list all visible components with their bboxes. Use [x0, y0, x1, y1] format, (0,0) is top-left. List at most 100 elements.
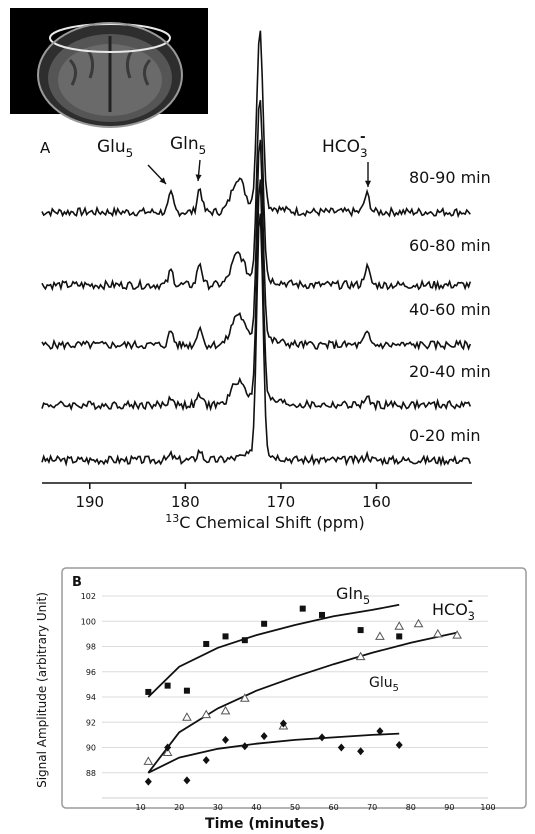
- data-point-triangle: [432, 628, 443, 638]
- y-tick-label: 94: [86, 693, 96, 702]
- y-tick-label: 102: [81, 592, 96, 601]
- data-point-triangle: [394, 621, 405, 630]
- spectrum-time-label: 0-20 min: [409, 426, 481, 445]
- peak-label-text: Glu: [97, 137, 126, 157]
- series-labels: Gln5 HCO3-Glu5: [336, 584, 475, 694]
- fit-curve: [147, 732, 400, 774]
- x-tick-label: 40: [251, 803, 261, 812]
- series-label-glu-text: Glu: [369, 675, 393, 691]
- peak-arrowhead: [364, 180, 372, 187]
- mri-inset-image: [10, 8, 208, 128]
- peak-arrowhead: [195, 174, 202, 181]
- gridlines: [102, 595, 488, 799]
- x-tick-label: 90: [444, 803, 454, 812]
- y-tick-label: 100: [81, 617, 96, 626]
- series-label-gln-text: Gln: [336, 584, 363, 603]
- data-point-square: [145, 688, 152, 695]
- peak-label-superscript: -: [360, 129, 366, 145]
- spectrum-time-labels: 0-20 min 20-40 min 40-60 min 60-80 min 80-90…: [409, 168, 491, 445]
- peak-annotations: Glu5 Gln5 HCO3-: [97, 129, 372, 187]
- x-tick-label: 60: [329, 803, 339, 812]
- data-point-square: [357, 627, 364, 634]
- data-point-diamond: [164, 743, 172, 752]
- spectrum-trace: [41, 139, 472, 352]
- x-tick-label: 20: [174, 803, 184, 812]
- peak-label-subscript: 3: [360, 146, 368, 160]
- y-tick-label: 98: [86, 643, 96, 652]
- data-point-diamond: [202, 756, 210, 765]
- data-point-triangle: [452, 630, 462, 639]
- panel-a-label: A: [40, 139, 51, 157]
- chemical-shift-tick-label: 180: [171, 493, 200, 511]
- series-label-hco3-subscript: 3: [468, 610, 475, 623]
- peak-label-text: Gln: [170, 134, 199, 154]
- x-tick-label: 50: [290, 803, 300, 812]
- y-tick-label: 90: [86, 744, 96, 753]
- data-point-diamond: [144, 777, 152, 786]
- spectrum-trace: [41, 30, 471, 219]
- data-point-triangle: [220, 705, 231, 715]
- y-tick-label: 96: [86, 668, 96, 677]
- data-point-square: [183, 687, 190, 694]
- peak-label-subscript: 5: [199, 143, 207, 157]
- data-point-diamond: [337, 743, 345, 752]
- data-point-square: [222, 633, 229, 640]
- x-tick-label: 30: [213, 803, 223, 812]
- data-point-triangle: [182, 712, 192, 721]
- signal-axis-title: Signal Amplitude (arbitrary Unit): [35, 592, 49, 788]
- chemical-shift-axis: 190 180 170 160: [42, 482, 472, 511]
- series-label-hco3-superscript: -: [468, 594, 473, 609]
- series-label-glu: Glu5: [369, 675, 399, 694]
- chemical-shift-tick-label: 190: [75, 493, 104, 511]
- data-point-diamond: [241, 742, 249, 751]
- data-point-triangle: [143, 756, 154, 765]
- axis-tick-labels: 88 90 92 94 96 98 100 102 10 20 30 40 50 60 70 80 90 100: [81, 592, 496, 812]
- data-point-triangle: [162, 747, 173, 757]
- series-label-gln-subscript: 5: [363, 594, 370, 607]
- peak-label: Gln5: [170, 134, 206, 157]
- spectrum-time-label: 60-80 min: [409, 236, 491, 255]
- y-tick-label: 92: [86, 718, 96, 727]
- data-point-square: [261, 620, 268, 627]
- spectrum-time-label: 20-40 min: [409, 362, 491, 381]
- data-point-diamond: [222, 735, 230, 744]
- data-point-diamond: [376, 727, 384, 736]
- time-axis-title: Time (minutes): [205, 816, 325, 832]
- chemical-shift-tick-label: 160: [362, 493, 391, 511]
- chemical-shift-axis-title: 13C Chemical Shift (ppm): [165, 512, 364, 532]
- time-course-panel: B 88 90 92 94 96 98 100 102 10 20 30 40 50 60 70 80 90 10…: [35, 567, 527, 832]
- series-label-hco3: HCO3-: [432, 594, 475, 623]
- spectra-traces: [41, 30, 472, 467]
- peak-label: HCO3-: [322, 129, 368, 160]
- x-tick-label: 100: [480, 803, 495, 812]
- series-label-hco3-text: HCO: [432, 600, 468, 619]
- data-point-triangle: [413, 618, 424, 628]
- data-point-triangle: [355, 651, 366, 661]
- data-point-diamond: [260, 732, 268, 741]
- peak-label: Glu5: [97, 137, 133, 160]
- data-point-square: [299, 605, 306, 612]
- series-label-gln: Gln5: [336, 584, 370, 607]
- data-point-square: [203, 640, 210, 647]
- data-point-triangle: [375, 631, 385, 640]
- data-point-square: [396, 633, 403, 640]
- data-point-diamond: [357, 747, 365, 756]
- axis-title-main: C Chemical Shift (ppm): [179, 513, 364, 532]
- spectrum-time-label: 80-90 min: [409, 168, 491, 187]
- spectrum-trace: [41, 99, 472, 292]
- data-point-diamond: [395, 740, 403, 749]
- data-point-diamond: [183, 776, 191, 785]
- peak-label-text: HCO: [322, 137, 360, 157]
- x-tick-label: 80: [406, 803, 416, 812]
- peak-arrowhead: [159, 177, 166, 184]
- x-tick-label: 70: [367, 803, 377, 812]
- fit-curve: [147, 603, 400, 698]
- chemical-shift-tick-label: 170: [267, 493, 296, 511]
- spectrum-trace: [41, 213, 472, 467]
- data-point-diamond: [279, 719, 287, 728]
- spectrum-trace: [41, 179, 472, 412]
- spectrum-time-label: 40-60 min: [409, 300, 491, 319]
- panel-b-label: B: [72, 575, 82, 590]
- data-point-triangle: [201, 709, 212, 719]
